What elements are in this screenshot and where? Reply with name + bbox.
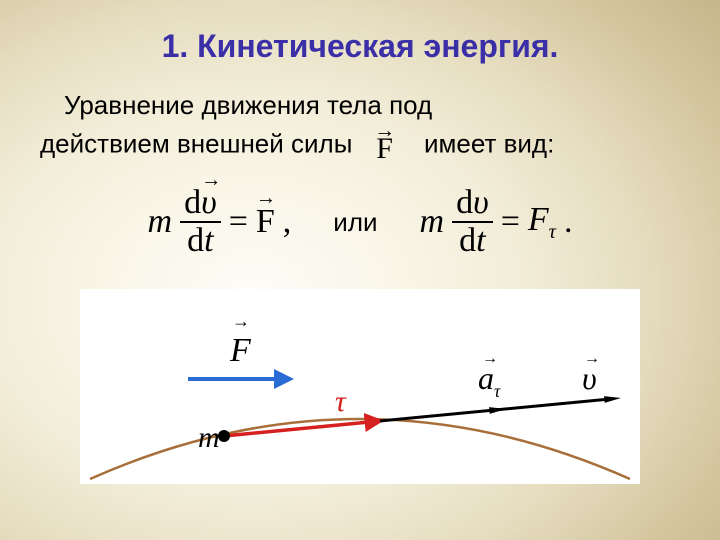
velocity-arrow-over: → xyxy=(584,350,600,367)
paragraph: Уравнение движения тела под действием вн… xyxy=(40,89,680,167)
connector-or: или xyxy=(333,207,377,238)
para-line1: Уравнение движения тела под xyxy=(64,90,432,120)
eq2-v: υ xyxy=(473,184,489,221)
eq2-d-top: d xyxy=(456,184,473,221)
eq2-equals: = xyxy=(501,203,520,241)
eq2-m: m xyxy=(420,203,445,240)
eq1-v-arrow: → xyxy=(201,174,217,186)
eq2-tau: τ xyxy=(549,220,556,242)
equation-row: m d→υ dt = →F, или m dυ xyxy=(40,185,680,258)
eq2-d-bot: d xyxy=(459,222,476,259)
force-arrow-over: → xyxy=(374,126,395,134)
eq1-m: m xyxy=(148,203,173,240)
eq2-t: t xyxy=(476,222,485,259)
a-tau-arrow-over: → xyxy=(482,350,498,367)
para-line2b: имеет вид: xyxy=(424,128,554,158)
eq2-F: F xyxy=(528,201,549,238)
eq1-comma: , xyxy=(283,203,292,241)
equation-1: m d→υ dt = →F, xyxy=(148,185,292,258)
eq1-d-top: d xyxy=(184,184,201,221)
para-line2a: действием внешней силы xyxy=(40,128,352,158)
equation-2: m dυ dt = Fτ. xyxy=(420,185,573,258)
eq2-fraction: dυ dt xyxy=(452,185,493,258)
tau-label: τ xyxy=(335,385,347,418)
figure: → F m τ aτ → υ → xyxy=(80,289,640,484)
force-label: → xyxy=(232,311,250,331)
slide-title: 1. Кинетическая энергия. xyxy=(40,28,680,65)
eq1-F-arrow: → xyxy=(256,192,275,204)
eq2-period: . xyxy=(564,203,573,241)
eq1-F: →F xyxy=(256,203,275,241)
force-label-letter: F xyxy=(229,332,252,369)
eq1-equals: = xyxy=(229,203,248,241)
force-symbol: → F xyxy=(374,122,395,168)
v-arrowhead-icon xyxy=(604,396,621,403)
mass-point xyxy=(218,430,230,442)
figure-svg: → F m τ aτ → υ → xyxy=(80,289,640,484)
trajectory-curve xyxy=(90,419,630,479)
eq1-t: t xyxy=(204,222,213,259)
eq1-fraction: d→υ dt xyxy=(180,185,221,258)
eq1-d-bot: d xyxy=(187,222,204,259)
mass-label: m xyxy=(198,421,220,454)
